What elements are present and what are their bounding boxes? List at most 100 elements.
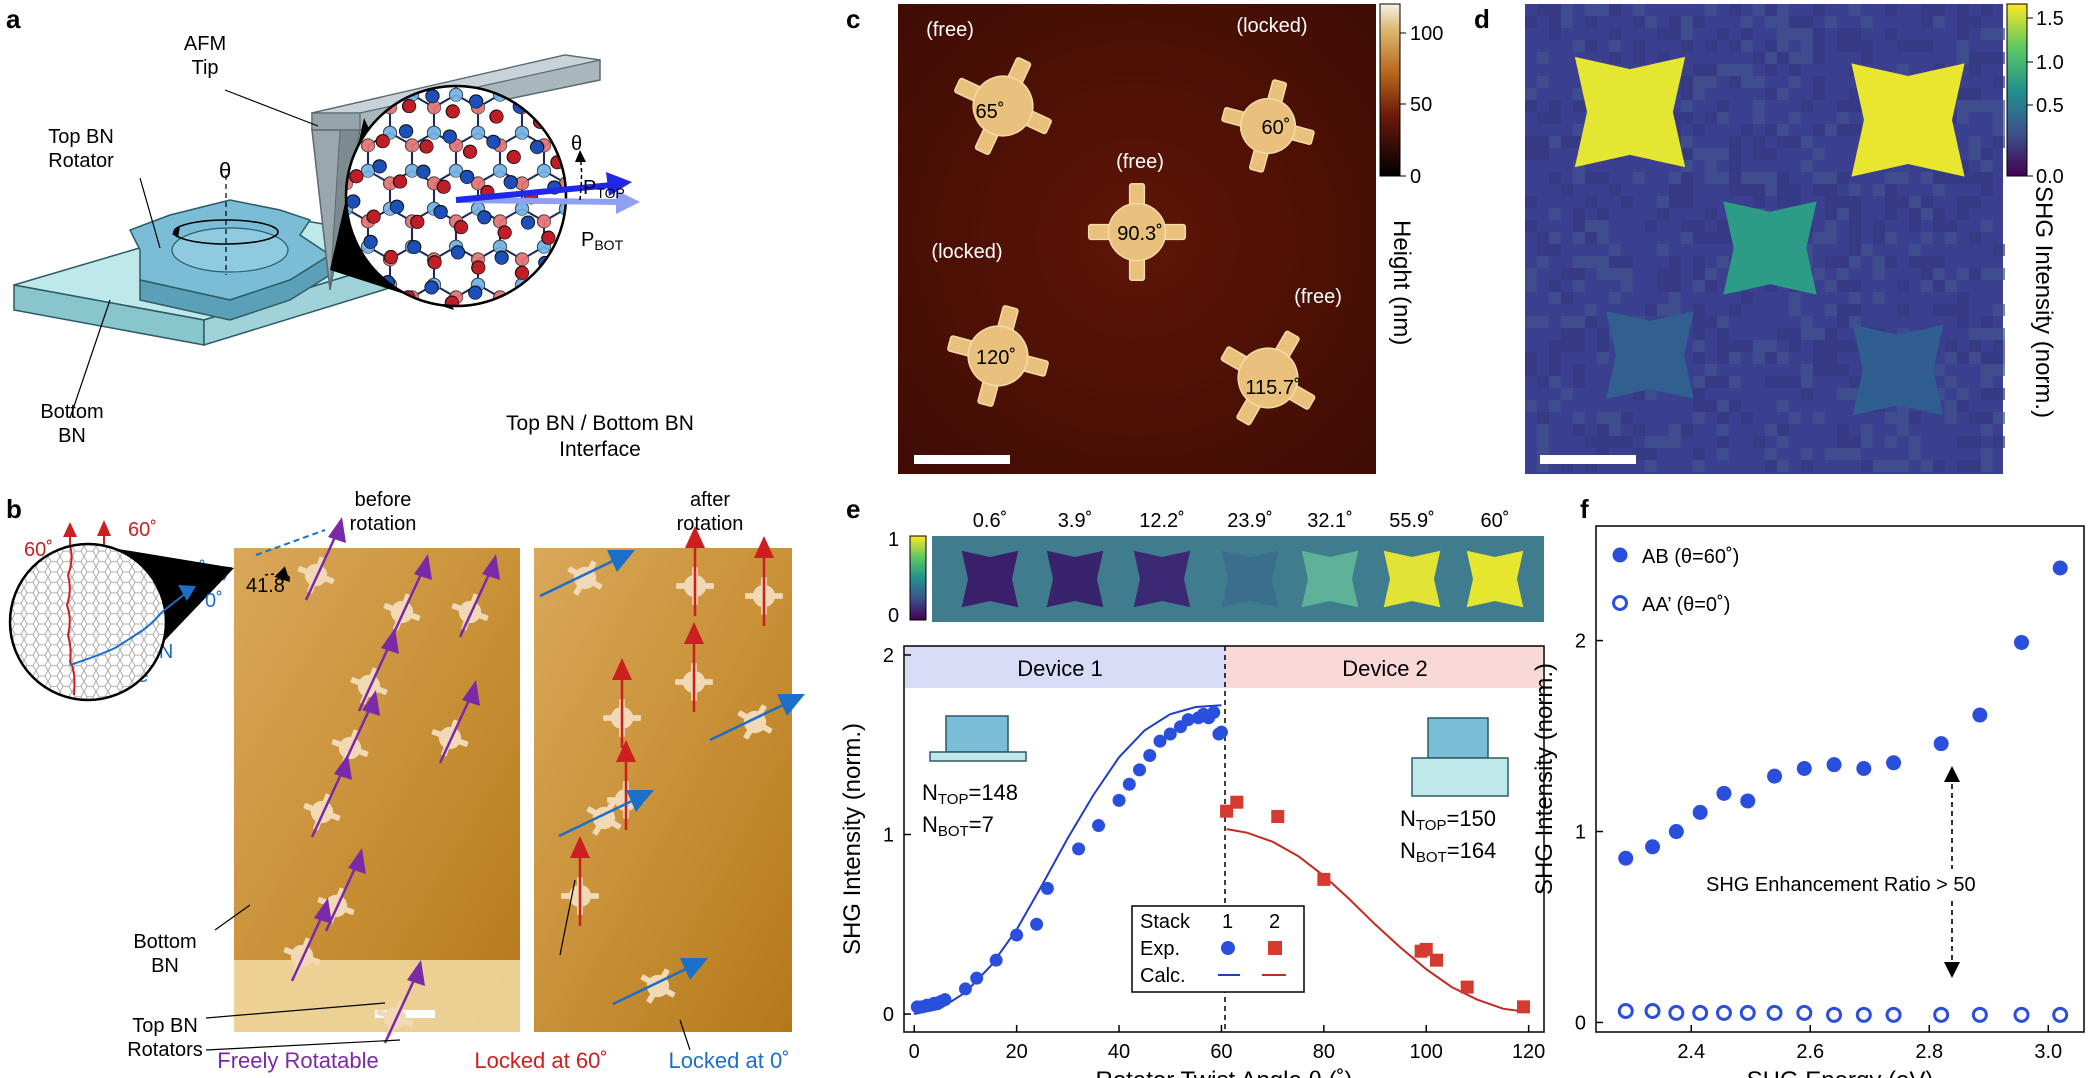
shg-map-pixel bbox=[1561, 340, 1573, 352]
top-rotator-text: Top BN Rotator bbox=[48, 126, 114, 172]
lattice-hex bbox=[478, 323, 521, 373]
lattice-atom-bottom bbox=[252, 329, 265, 342]
lattice-atom-bottom bbox=[691, 101, 704, 114]
device2-label: Device 2 bbox=[1342, 656, 1428, 681]
lattice-60-label: 60˚ bbox=[24, 539, 53, 561]
lattice-atom-top-b bbox=[594, 161, 607, 174]
shg-map-pixel bbox=[1825, 256, 1837, 268]
shg-map-pixel bbox=[1981, 100, 1993, 112]
lattice-atom-top-n bbox=[714, 86, 727, 99]
lattice-atom-top-b bbox=[316, 89, 329, 102]
lattice-atom-bottom bbox=[647, 253, 660, 266]
lattice-atom-top-n bbox=[479, 19, 492, 32]
lattice-atom-top-b bbox=[533, 306, 546, 319]
lattice-atom-bottom bbox=[274, 367, 287, 380]
shg-map-pixel bbox=[1933, 364, 1945, 376]
shg-map-pixel bbox=[1849, 376, 1861, 388]
panel-label-e: e bbox=[846, 494, 860, 524]
lattice-atom-bottom bbox=[582, 291, 595, 304]
lattice-atom-top-n bbox=[695, 428, 708, 441]
lattice-atom-top-b bbox=[655, 398, 668, 411]
lattice-atom-top-n bbox=[688, 122, 701, 135]
shg-map-pixel bbox=[1933, 16, 1945, 28]
data-point bbox=[1766, 1004, 1783, 1021]
lattice-atom-bottom bbox=[648, 177, 661, 190]
lattice-atom-bottom bbox=[251, 25, 264, 38]
lattice-atom-bottom bbox=[428, 25, 441, 38]
lattice-hex bbox=[236, 57, 279, 107]
shg-map-pixel bbox=[1897, 280, 1909, 292]
lattice-atom-bottom bbox=[625, 367, 638, 380]
lattice-atom-bottom bbox=[604, 126, 617, 139]
lattice-atom-bottom bbox=[647, 354, 660, 367]
shg-map-pixel bbox=[1813, 268, 1825, 280]
shg-map-pixel bbox=[1789, 184, 1801, 196]
flake-c-disk bbox=[972, 75, 1034, 137]
lattice-atom-top-b bbox=[690, 287, 703, 300]
lattice-hex bbox=[302, 323, 345, 373]
lattice-atom-top-n bbox=[653, 40, 666, 53]
lattice-atom-bottom bbox=[318, 367, 331, 380]
purple-arrowhead bbox=[348, 848, 366, 874]
lattice-atom-bottom bbox=[427, 50, 440, 63]
shg-map-pixel bbox=[1885, 196, 1897, 208]
lattice-atom-top-n bbox=[687, 312, 700, 325]
shg-map-pixel bbox=[1813, 76, 1825, 88]
shg-map-pixel bbox=[1525, 148, 1537, 160]
lattice-atom-bottom bbox=[362, 13, 375, 26]
lattice-atom-top-n bbox=[582, 262, 595, 275]
lattice-atom-bottom bbox=[560, 329, 573, 342]
data-point bbox=[1163, 727, 1177, 741]
shg-map-pixel bbox=[1993, 124, 2005, 136]
lattice-hex bbox=[676, 133, 719, 183]
shg-map-pixel bbox=[1621, 268, 1633, 280]
lattice-atom-bottom bbox=[230, 63, 243, 76]
shg-map-pixel bbox=[1993, 268, 2005, 280]
lattice-atom-top-n bbox=[443, 321, 456, 334]
lattice-atom-bottom bbox=[317, 88, 330, 101]
lattice-atom-top-b bbox=[586, 45, 599, 58]
shg-map-pixel bbox=[1921, 4, 1933, 16]
lattice-atom-bottom bbox=[406, 63, 419, 76]
lattice-atom-bottom bbox=[626, 316, 639, 329]
shg-map-pixel bbox=[1837, 448, 1849, 460]
lattice-atom-bottom bbox=[581, 88, 594, 101]
lattice-atom-top-n bbox=[347, 3, 360, 16]
shg-map-pixel bbox=[1993, 136, 2005, 148]
lattice-atom-bottom bbox=[691, 354, 704, 367]
lattice-atom-bottom bbox=[691, 25, 704, 38]
lattice-atom-top-b bbox=[218, 345, 231, 358]
lattice-blue-path bbox=[69, 611, 163, 666]
lattice-atom-bottom bbox=[559, 278, 566, 292]
lattice-atom-bottom bbox=[582, 139, 595, 152]
shg-map-pixel bbox=[1729, 76, 1741, 88]
lattice-atom-bottom bbox=[692, 101, 705, 114]
lattice-atom-top-b bbox=[289, 124, 302, 137]
lattice-atom-bottom bbox=[406, 13, 419, 26]
lattice-atom-bottom bbox=[626, 63, 639, 76]
lattice-atom-bottom bbox=[582, 367, 595, 380]
shg-map-pixel bbox=[1909, 436, 1921, 448]
shg-map-pixel bbox=[1693, 232, 1705, 244]
lattice-atom-bottom bbox=[318, 316, 331, 329]
lattice-atom-top-n bbox=[601, 111, 614, 124]
lattice-atom-top-n bbox=[564, 220, 566, 235]
lattice-atom-bottom bbox=[582, 165, 595, 178]
shg-map-pixel bbox=[1741, 124, 1753, 136]
lattice-atom-bottom bbox=[537, 214, 552, 229]
data-point bbox=[1010, 928, 1024, 942]
lattice-atom-top-n bbox=[399, 316, 412, 329]
lattice-atom-bottom bbox=[626, 164, 639, 177]
shg-map-pixel bbox=[1669, 424, 1681, 436]
lattice-atom-top-b bbox=[342, 54, 355, 67]
shg-map-pixel bbox=[1777, 172, 1789, 184]
lattice-atom-top-n bbox=[295, 74, 308, 87]
lattice-atom-bottom bbox=[558, 252, 566, 267]
lattice-atom-bottom bbox=[625, 63, 638, 76]
x-tick-label: 60 bbox=[1210, 1041, 1232, 1063]
lattice-atom-top-b bbox=[665, 131, 678, 144]
lattice-atom-bottom bbox=[626, 89, 639, 102]
shg-map-pixel bbox=[1813, 352, 1825, 364]
shg-map-pixel bbox=[1753, 184, 1765, 196]
shg-map-pixel bbox=[1681, 220, 1693, 232]
